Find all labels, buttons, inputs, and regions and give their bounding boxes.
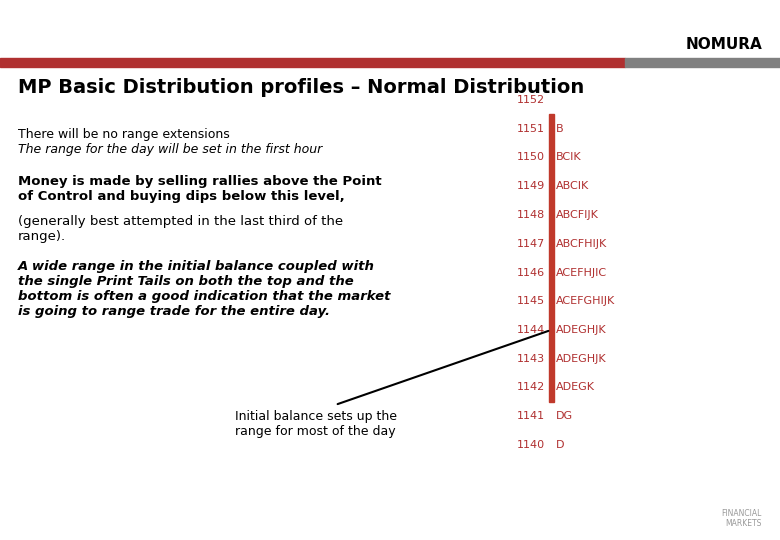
Text: 1144: 1144 [516,325,545,335]
Text: DG: DG [556,411,573,421]
Bar [548,114,554,402]
Text: 1151: 1151 [517,124,545,134]
Text: The range for the day will be set in the first hour: The range for the day will be set in the… [18,143,322,156]
Text: D: D [556,440,565,450]
Text: 1149: 1149 [516,181,545,191]
Text: ADEGHJK: ADEGHJK [556,354,607,364]
Text: 1147: 1147 [516,239,545,249]
Text: There will be no range extensions: There will be no range extensions [18,128,230,141]
Bar [625,58,780,67]
Text: 1143: 1143 [517,354,545,364]
Text: A wide range in the initial balance coupled with
the single Print Tails on both : A wide range in the initial balance coup… [18,260,391,318]
Text: BCIK: BCIK [556,152,582,163]
Text: FINANCIAL
MARKETS: FINANCIAL MARKETS [722,509,762,528]
Text: 1142: 1142 [516,382,545,393]
Text: 1145: 1145 [517,296,545,306]
Text: 1146: 1146 [517,267,545,278]
Text: ABCFIJK: ABCFIJK [556,210,599,220]
Text: 1150: 1150 [517,152,545,163]
Text: (generally best attempted in the last third of the
range).: (generally best attempted in the last th… [18,215,343,243]
Text: ADEGK: ADEGK [556,382,595,393]
Text: ACEFHJIC: ACEFHJIC [556,267,607,278]
Text: 1140: 1140 [517,440,545,450]
Text: NOMURA: NOMURA [686,37,762,52]
Text: 1148: 1148 [516,210,545,220]
Text: MP Basic Distribution profiles – Normal Distribution: MP Basic Distribution profiles – Normal … [18,78,584,97]
Text: 1152: 1152 [517,95,545,105]
Text: Initial balance sets up the
range for most of the day: Initial balance sets up the range for mo… [235,410,397,438]
Text: Money is made by selling rallies above the Point
of Control and buying dips belo: Money is made by selling rallies above t… [18,175,381,203]
Bar [0,58,625,67]
Text: ACEFGHIJK: ACEFGHIJK [556,296,615,306]
Text: ABCIK: ABCIK [556,181,589,191]
Text: 1141: 1141 [517,411,545,421]
Text: ABCFHIJK: ABCFHIJK [556,239,608,249]
Text: B: B [556,124,564,134]
Text: ADEGHJK: ADEGHJK [556,325,607,335]
